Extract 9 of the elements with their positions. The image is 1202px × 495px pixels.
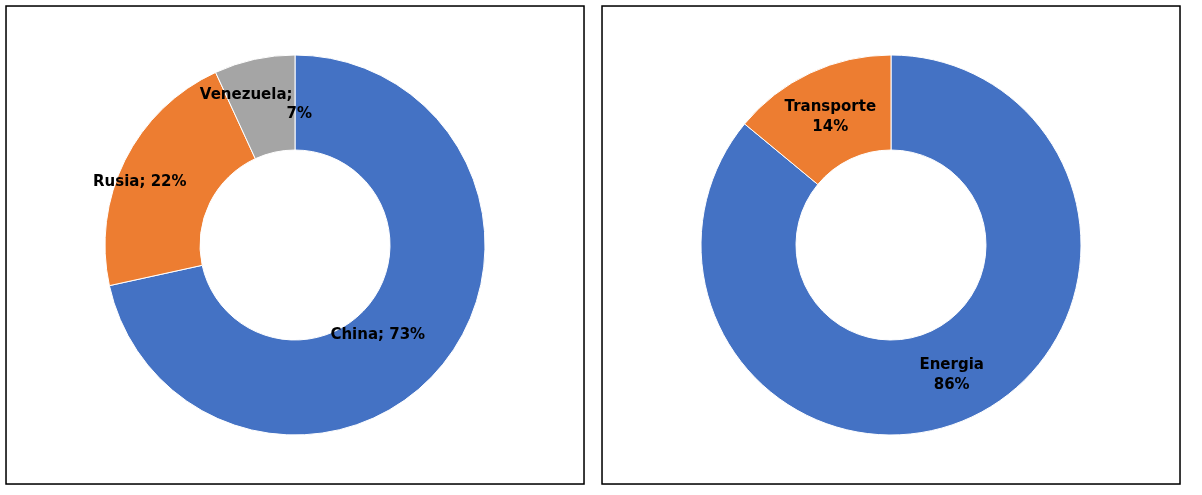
slice-label: Energia <box>919 354 984 373</box>
slice-label: Transporte <box>784 97 877 116</box>
slice-label: Rusia <box>93 172 140 191</box>
donut-slice <box>700 54 1082 436</box>
data-label: 86% <box>933 374 970 393</box>
data-label: ; 22% <box>139 172 187 191</box>
slice-label: China <box>330 325 379 344</box>
data-label: 14% <box>812 117 849 136</box>
data-label: ; 73% <box>378 325 426 344</box>
